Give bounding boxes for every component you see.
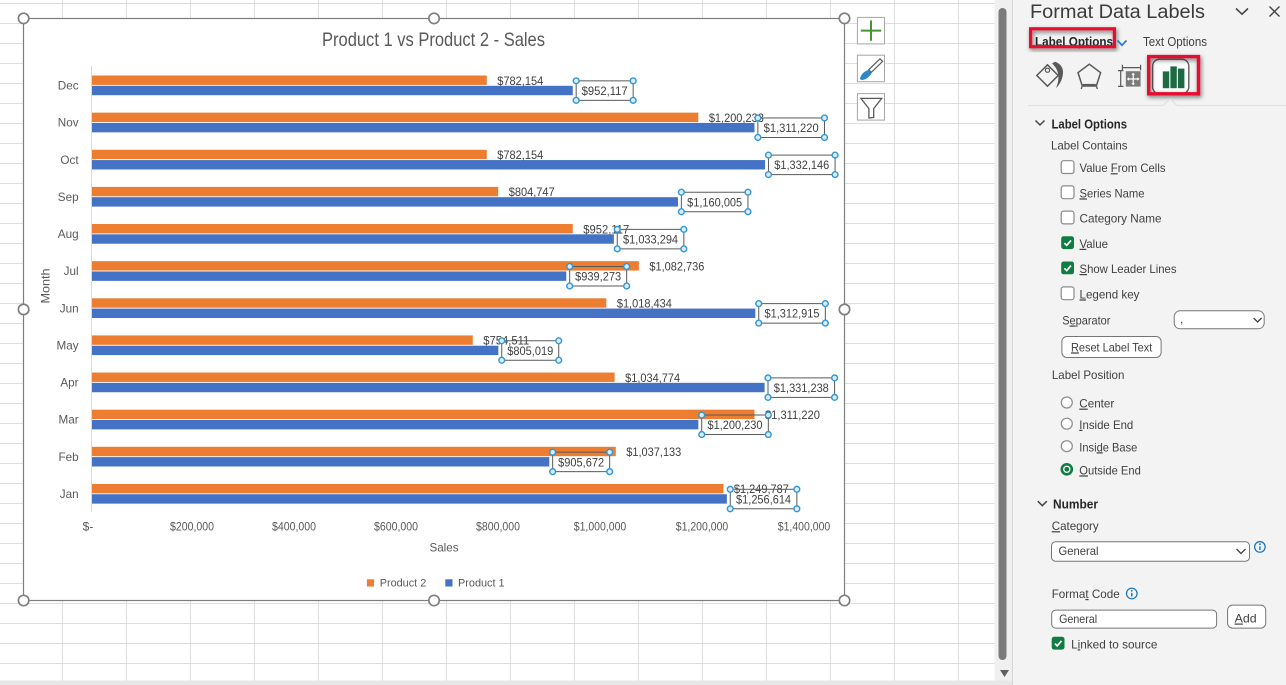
svg-text:$1,082,736: $1,082,736 bbox=[649, 259, 704, 273]
svg-text:Reset Label Text: Reset Label Text bbox=[1071, 340, 1153, 354]
svg-text:Label Contains: Label Contains bbox=[1051, 139, 1128, 153]
svg-text:$1,200,233: $1,200,233 bbox=[709, 111, 764, 125]
svg-text:Aug: Aug bbox=[58, 228, 79, 241]
svg-text:Jul: Jul bbox=[64, 265, 79, 278]
svg-text:Series Name: Series Name bbox=[1080, 186, 1145, 200]
svg-text:$1,331,238: $1,331,238 bbox=[774, 381, 829, 395]
svg-text:$1,256,614: $1,256,614 bbox=[736, 492, 791, 506]
svg-text:Month: Month bbox=[39, 269, 53, 304]
svg-text:$400,000: $400,000 bbox=[272, 520, 316, 534]
svg-text:Dec: Dec bbox=[58, 80, 79, 93]
svg-text:Mar: Mar bbox=[58, 414, 78, 427]
svg-text:$782,154: $782,154 bbox=[497, 74, 543, 88]
svg-text:Add: Add bbox=[1235, 612, 1257, 626]
svg-text:Format Code: Format Code bbox=[1052, 587, 1120, 601]
svg-text:$1,200,000: $1,200,000 bbox=[676, 520, 729, 534]
svg-text:Inside Base: Inside Base bbox=[1079, 440, 1137, 454]
svg-text:General: General bbox=[1059, 544, 1099, 558]
svg-text:,: , bbox=[1180, 312, 1183, 326]
svg-text:Feb: Feb bbox=[58, 451, 79, 464]
svg-text:Jun: Jun bbox=[60, 302, 79, 315]
svg-text:Nov: Nov bbox=[58, 117, 79, 130]
svg-text:Oct: Oct bbox=[60, 154, 79, 167]
svg-text:Number: Number bbox=[1053, 498, 1098, 512]
svg-text:$1,332,146: $1,332,146 bbox=[774, 158, 829, 172]
svg-text:Category Name: Category Name bbox=[1080, 212, 1162, 226]
svg-text:$1,311,220: $1,311,220 bbox=[765, 408, 820, 422]
svg-text:$905,672: $905,672 bbox=[558, 455, 604, 469]
svg-text:General: General bbox=[1059, 612, 1097, 626]
svg-text:$1,200,230: $1,200,230 bbox=[708, 418, 763, 432]
svg-text:$800,000: $800,000 bbox=[476, 520, 520, 534]
svg-text:Legend key: Legend key bbox=[1080, 287, 1140, 301]
svg-text:$804,747: $804,747 bbox=[509, 185, 555, 199]
svg-text:Product 1 vs Product 2 - Sales: Product 1 vs Product 2 - Sales bbox=[322, 29, 545, 51]
svg-text:$939,273: $939,273 bbox=[575, 270, 621, 284]
svg-text:Product 1: Product 1 bbox=[458, 577, 505, 589]
svg-text:Linked to source: Linked to source bbox=[1071, 637, 1158, 651]
svg-text:$200,000: $200,000 bbox=[170, 520, 214, 534]
svg-text:$782,154: $782,154 bbox=[497, 148, 543, 162]
svg-text:Format Data Labels: Format Data Labels bbox=[1030, 2, 1205, 23]
svg-text:$1,037,133: $1,037,133 bbox=[626, 445, 681, 459]
svg-text:$1,312,915: $1,312,915 bbox=[765, 307, 820, 321]
svg-text:Sep: Sep bbox=[58, 191, 79, 204]
svg-text:Separator: Separator bbox=[1062, 314, 1110, 328]
svg-text:$805,019: $805,019 bbox=[507, 344, 553, 358]
svg-text:$1,033,294: $1,033,294 bbox=[623, 232, 678, 246]
svg-text:Inside End: Inside End bbox=[1079, 418, 1133, 432]
svg-text:$1,018,434: $1,018,434 bbox=[617, 297, 672, 311]
svg-text:$1,311,220: $1,311,220 bbox=[764, 121, 819, 135]
svg-text:$-: $- bbox=[83, 520, 94, 534]
svg-text:Jan: Jan bbox=[60, 488, 79, 501]
svg-text:Show Leader Lines: Show Leader Lines bbox=[1080, 262, 1177, 276]
svg-text:Text Options: Text Options bbox=[1143, 35, 1207, 49]
svg-text:Product 2: Product 2 bbox=[380, 577, 427, 589]
svg-text:$1,400,000: $1,400,000 bbox=[778, 520, 831, 534]
svg-text:May: May bbox=[57, 339, 79, 352]
svg-text:Value From Cells: Value From Cells bbox=[1080, 161, 1166, 175]
svg-text:Outside End: Outside End bbox=[1079, 463, 1141, 477]
svg-text:Center: Center bbox=[1079, 397, 1114, 411]
svg-text:$1,034,774: $1,034,774 bbox=[625, 371, 680, 385]
svg-text:Sales: Sales bbox=[430, 541, 459, 555]
svg-text:Label Options: Label Options bbox=[1052, 118, 1128, 132]
svg-text:$1,000,000: $1,000,000 bbox=[574, 520, 627, 534]
svg-text:$952,117: $952,117 bbox=[582, 84, 628, 98]
svg-text:Apr: Apr bbox=[60, 377, 78, 390]
svg-text:Label Position: Label Position bbox=[1052, 368, 1125, 382]
svg-text:Value: Value bbox=[1080, 237, 1109, 251]
svg-text:Category: Category bbox=[1052, 519, 1099, 533]
svg-text:$600,000: $600,000 bbox=[374, 520, 418, 534]
svg-text:$1,160,005: $1,160,005 bbox=[687, 195, 742, 209]
